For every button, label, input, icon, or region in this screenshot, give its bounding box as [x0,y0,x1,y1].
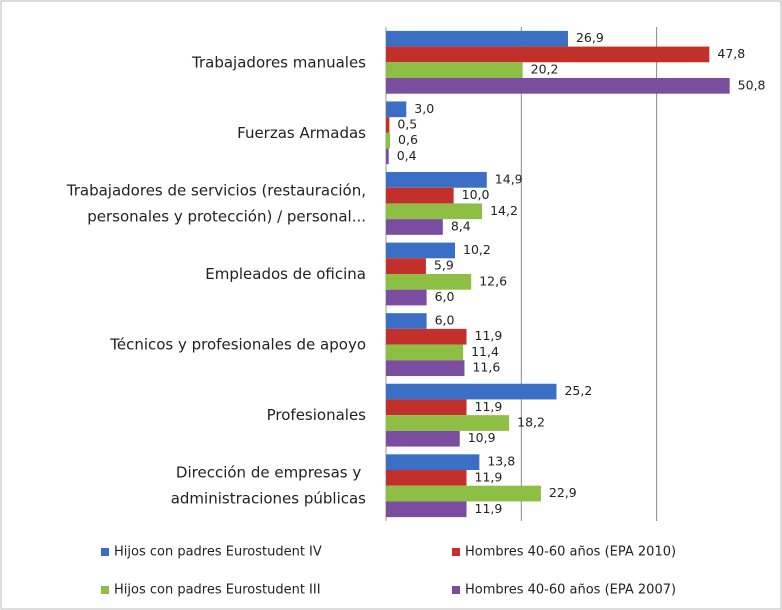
bar [386,132,391,149]
bar [386,485,541,502]
value-label: 47,8 [717,46,745,61]
value-label: 10,2 [463,242,491,257]
category-label: Profesionales [267,406,367,424]
value-label: 14,9 [495,171,523,186]
bar [386,274,472,290]
category-label: Técnicos y profesionales de apoyo [109,335,366,353]
bar [386,313,427,329]
value-label: 0,4 [397,148,417,163]
legend-label: Hombres 40-60 años (EPA 2007) [465,583,676,598]
bar [386,30,568,47]
legend-swatch [101,586,109,594]
bar [386,360,465,376]
bar [386,77,730,94]
bar [386,328,467,345]
value-label: 20,2 [531,62,559,77]
value-label: 50,8 [738,77,766,92]
value-label: 8,4 [451,218,471,233]
legend-label: Hijos con padres Eurostudent III [114,583,321,598]
value-label: 18,2 [517,414,545,429]
category-label: Fuerzas Armadas [237,123,366,141]
bar [386,430,460,447]
value-label: 12,6 [479,273,507,288]
bar [386,454,480,471]
bar [386,501,467,518]
value-label: 11,9 [475,469,503,484]
bar [386,187,454,204]
value-label: 6,0 [435,313,455,328]
bar [386,289,427,306]
bar [386,172,487,188]
category-label: Trabajadores de servicios (restauración,… [66,181,366,225]
legend-swatch [452,548,460,556]
bar [386,258,426,274]
bar [386,242,456,259]
bar [386,219,443,235]
bar [386,62,523,78]
value-label: 14,2 [490,203,518,218]
value-label: 25,2 [564,383,592,398]
value-label: 11,6 [472,360,500,375]
bar [386,399,467,416]
value-label: 5,9 [434,258,454,273]
value-label: 22,9 [549,485,577,500]
legend-swatch [452,586,460,594]
bar [386,470,467,486]
legend-label: Hombres 40-60 años (EPA 2010) [465,545,676,560]
value-label: 13,8 [487,454,515,469]
bar [386,383,557,400]
legend-label: Hijos con padres Eurostudent IV [114,545,322,560]
value-label: 0,6 [398,132,418,147]
bar [386,203,483,220]
value-label: 10,0 [462,187,490,202]
value-label: 0,5 [397,117,417,132]
value-label: 10,9 [468,430,496,445]
category-label: Dirección de empresas y administraciones… [171,463,366,507]
value-label: 11,4 [471,344,499,359]
bar [386,415,510,431]
bar [386,101,407,118]
value-label: 3,0 [414,101,434,116]
bar [386,117,390,133]
category-label: Trabajadores manuales [191,53,366,71]
value-label: 11,9 [475,399,503,414]
bar [386,148,389,165]
category-label: Empleados de oficina [205,265,366,283]
value-label: 26,9 [576,30,604,45]
bar [386,344,464,361]
value-label: 6,0 [435,289,455,304]
legend-swatch [101,548,109,556]
bar [386,46,710,63]
value-label: 11,9 [475,328,503,343]
value-label: 11,9 [475,501,503,516]
